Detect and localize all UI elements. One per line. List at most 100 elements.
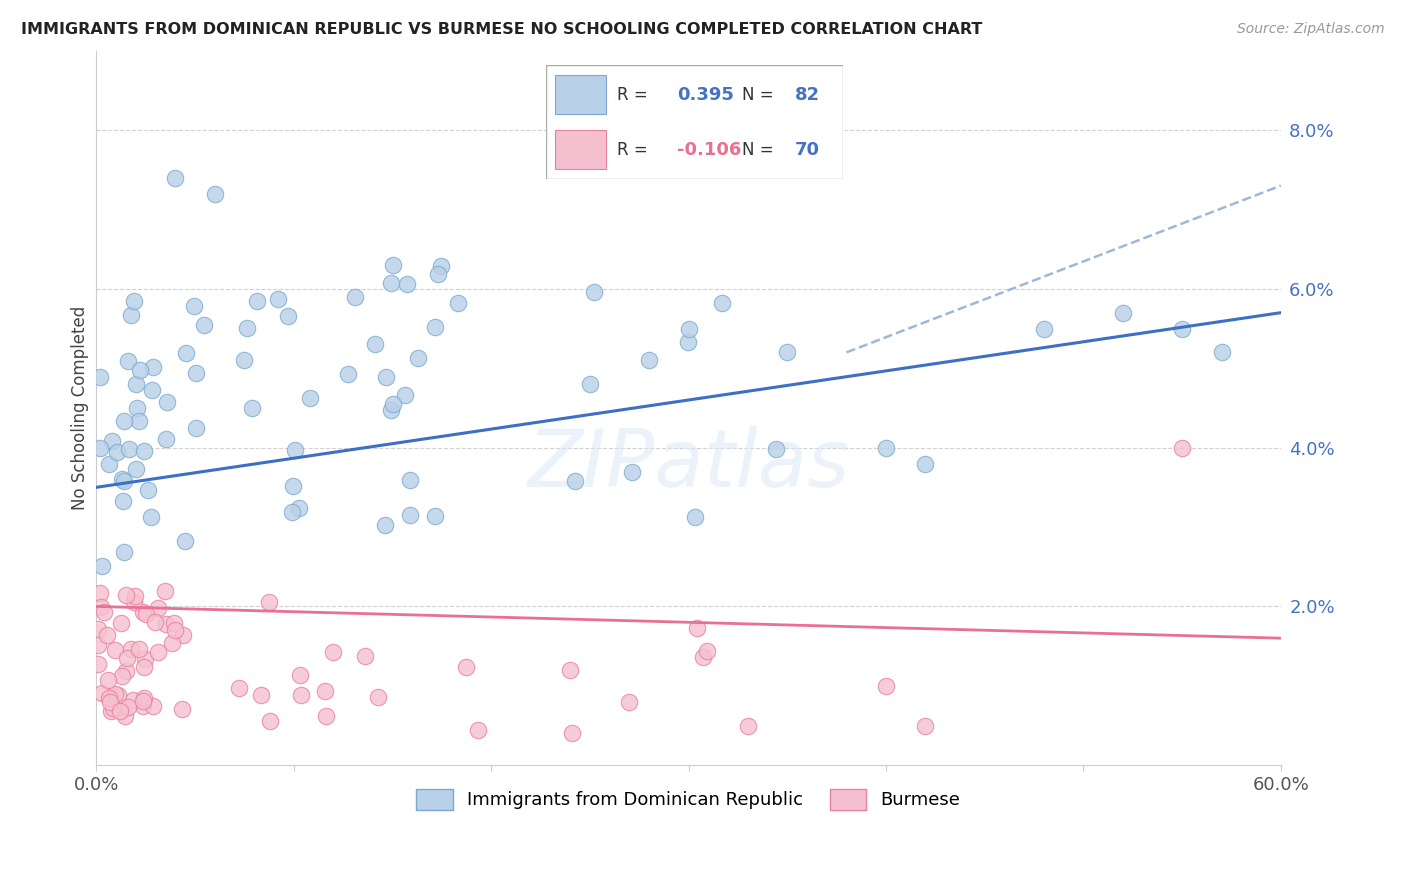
Point: [364, 337, 387, 351]
Point: [423, 320, 446, 334]
Point: [165, 170, 187, 185]
Point: [288, 667, 311, 681]
Point: [89, 585, 111, 599]
Point: [344, 290, 367, 304]
Point: [112, 494, 135, 508]
Point: [90, 686, 112, 700]
Point: [117, 353, 139, 368]
Point: [170, 702, 193, 716]
Point: [467, 723, 489, 737]
Point: [132, 659, 155, 673]
Point: [111, 473, 134, 487]
Point: [184, 366, 207, 380]
Point: [105, 445, 128, 459]
Point: [90, 559, 112, 574]
Point: [115, 664, 138, 678]
Point: [299, 392, 322, 406]
Point: [395, 277, 418, 291]
Point: [277, 309, 299, 323]
Point: [240, 401, 263, 416]
Point: [131, 605, 153, 619]
Point: [233, 353, 256, 368]
Point: [128, 414, 150, 428]
Point: [136, 483, 159, 497]
Point: [104, 687, 127, 701]
Point: [101, 434, 124, 448]
Point: [875, 441, 897, 455]
Point: [124, 377, 146, 392]
Point: [447, 295, 470, 310]
Point: [374, 369, 396, 384]
Point: [561, 726, 583, 740]
Point: [96, 628, 118, 642]
Point: [87, 657, 110, 672]
Point: [678, 321, 700, 335]
Point: [122, 692, 145, 706]
Point: [163, 615, 186, 630]
Point: [174, 346, 197, 360]
Point: [97, 673, 120, 687]
Point: [117, 442, 139, 457]
Point: [135, 607, 157, 622]
Point: [399, 473, 422, 487]
Point: [259, 714, 281, 728]
Point: [619, 695, 641, 709]
Text: ZIPatlas: ZIPatlas: [527, 426, 849, 504]
Point: [578, 377, 600, 392]
Point: [564, 475, 586, 489]
Point: [145, 615, 167, 630]
Point: [142, 359, 165, 374]
Point: [776, 345, 799, 359]
Point: [114, 474, 136, 488]
Point: [184, 421, 207, 435]
Point: [134, 652, 156, 666]
Point: [89, 370, 111, 384]
Point: [583, 285, 606, 300]
Point: [117, 700, 139, 714]
Point: [93, 605, 115, 619]
Point: [426, 268, 449, 282]
Point: [737, 718, 759, 732]
Point: [394, 388, 416, 402]
Point: [425, 508, 447, 523]
Point: [1032, 321, 1054, 335]
Point: [155, 617, 177, 632]
Point: [124, 589, 146, 603]
Point: [122, 595, 145, 609]
Point: [267, 292, 290, 306]
Point: [132, 694, 155, 708]
Point: [125, 461, 148, 475]
Point: [914, 457, 936, 471]
Point: [1171, 441, 1194, 455]
Point: [165, 624, 187, 638]
Point: [128, 642, 150, 657]
Point: [380, 403, 402, 417]
Point: [155, 432, 177, 446]
Point: [875, 679, 897, 693]
Point: [110, 615, 132, 630]
Point: [114, 708, 136, 723]
Point: [173, 534, 195, 549]
Point: [765, 442, 787, 456]
Point: [381, 258, 404, 272]
Point: [430, 259, 453, 273]
Point: [134, 691, 156, 706]
Point: [367, 690, 389, 704]
Point: [112, 414, 135, 428]
Point: [1211, 345, 1233, 359]
Point: [124, 294, 146, 309]
Point: [146, 645, 169, 659]
Point: [638, 353, 661, 368]
Text: Source: ZipAtlas.com: Source: ZipAtlas.com: [1237, 22, 1385, 37]
Point: [456, 660, 478, 674]
Point: [125, 401, 148, 415]
Point: [97, 691, 120, 706]
Point: [115, 651, 138, 665]
Point: [120, 308, 142, 322]
Point: [257, 595, 280, 609]
Point: [686, 621, 709, 635]
Point: [290, 688, 312, 702]
Y-axis label: No Schooling Completed: No Schooling Completed: [72, 306, 89, 510]
Point: [249, 688, 271, 702]
Point: [104, 643, 127, 657]
